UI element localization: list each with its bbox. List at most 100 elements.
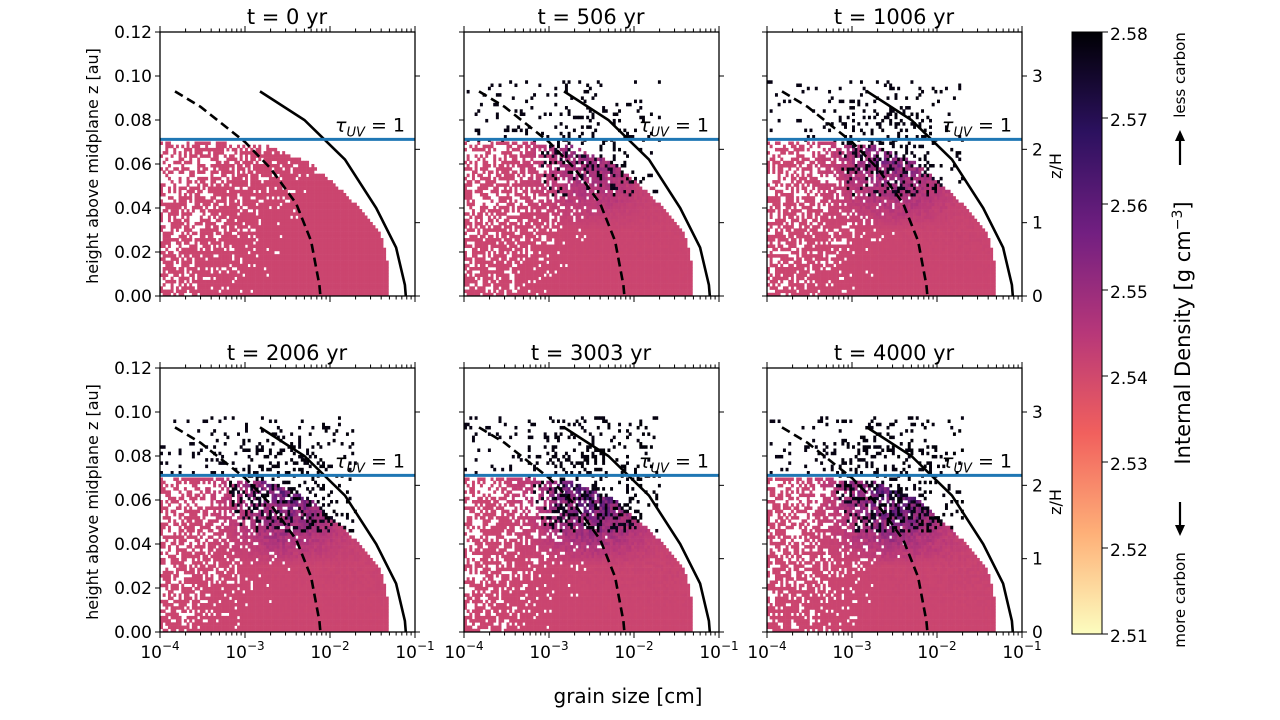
heatmap-cell [533, 170, 537, 174]
heatmap-cell [594, 180, 598, 184]
heatmap-cell [522, 228, 526, 232]
heatmap-cell [495, 244, 499, 249]
heatmap-cell [602, 270, 606, 274]
heatmap-cell [514, 109, 518, 113]
heatmap-cell [535, 160, 539, 165]
heatmap-cell [546, 154, 550, 158]
heatmap-cell [578, 257, 582, 261]
heatmap-cell [178, 254, 182, 258]
heatmap-cell [591, 183, 595, 187]
heatmap-cell [202, 270, 206, 274]
heatmap-cell [290, 221, 294, 226]
heatmap-cell [234, 205, 238, 210]
heatmap-cell [223, 170, 227, 174]
heatmap-cell [295, 189, 299, 194]
heatmap-cell [514, 273, 518, 277]
heatmap-cell [482, 234, 486, 239]
heatmap-cell [268, 209, 272, 213]
heatmap-cell [345, 257, 349, 261]
heatmap-cell [375, 254, 379, 258]
heatmap-cell [343, 231, 347, 236]
heatmap-cell [546, 225, 550, 229]
heatmap-cell [482, 254, 486, 258]
heatmap-cell [599, 186, 603, 191]
heatmap-cell [245, 260, 248, 265]
heatmap-cell [482, 205, 486, 210]
heatmap-cell [274, 170, 278, 174]
heatmap-cell [361, 276, 365, 281]
heatmap-cell [466, 192, 470, 197]
heatmap-cell [255, 292, 259, 296]
heatmap-cell [308, 286, 312, 290]
heatmap-cell [556, 244, 560, 249]
heatmap-cell [538, 286, 542, 290]
heatmap-cell [535, 173, 539, 178]
heatmap-cell [303, 176, 307, 181]
heatmap-cell [556, 176, 560, 181]
heatmap-cell [175, 160, 179, 165]
heatmap-cell [530, 212, 534, 216]
heatmap-cell [578, 215, 582, 220]
heatmap-cell [477, 238, 481, 242]
heatmap-cell [538, 205, 542, 210]
heatmap-cell [559, 202, 563, 207]
heatmap-cell [596, 173, 600, 178]
heatmap-cell [519, 286, 523, 290]
heatmap-cell [506, 147, 510, 152]
heatmap-cell [570, 183, 574, 187]
heatmap-cell [284, 202, 288, 207]
heatmap-cell [602, 183, 606, 187]
heatmap-cell [482, 270, 486, 274]
heatmap-cell [525, 234, 529, 239]
heatmap-cell [295, 231, 299, 236]
heatmap-cell [506, 247, 510, 252]
heatmap-cell [602, 267, 606, 271]
heatmap-cell [330, 202, 333, 207]
heatmap-cell [167, 141, 171, 145]
heatmap-cell [282, 263, 286, 268]
heatmap-cell [559, 254, 563, 258]
heatmap-cell [594, 247, 598, 252]
heatmap-cell [559, 221, 563, 226]
heatmap-cell [258, 279, 262, 284]
heatmap-cell [197, 257, 201, 261]
heatmap-cell [279, 154, 283, 158]
heatmap-cell [255, 267, 259, 271]
heatmap-cell [282, 292, 286, 296]
heatmap-cell [588, 286, 592, 290]
heatmap-cell [239, 151, 243, 155]
heatmap-cell [327, 192, 331, 197]
heatmap-cell [572, 228, 576, 232]
heatmap-cell [588, 260, 592, 265]
heatmap-cell [247, 273, 251, 277]
heatmap-cell [314, 183, 318, 187]
heatmap-cell [490, 199, 494, 203]
heatmap-cell [364, 225, 368, 229]
heatmap-cell [178, 192, 182, 197]
heatmap-cell [511, 241, 515, 245]
heatmap-cell [501, 183, 505, 187]
heatmap-cell [546, 189, 550, 194]
heatmap-cell [607, 238, 611, 242]
heatmap-cell [271, 241, 275, 245]
heatmap-cell [580, 176, 584, 181]
heatmap-cell [570, 170, 574, 174]
heatmap-cell [239, 180, 243, 184]
heatmap-cell [578, 270, 582, 274]
heatmap-cell [332, 225, 336, 229]
heatmap-cell [186, 180, 190, 184]
heatmap-cell [570, 215, 574, 220]
heatmap-cell [503, 151, 507, 155]
heatmap-cell [165, 209, 169, 213]
heatmap-cell [519, 228, 523, 232]
heatmap-cell [602, 250, 606, 255]
heatmap-cell [295, 292, 299, 296]
heatmap-cell [533, 144, 537, 149]
heatmap-cell [268, 196, 272, 200]
heatmap-cell [482, 144, 486, 149]
heatmap-cell [223, 263, 227, 268]
heatmap-cell [308, 218, 312, 223]
heatmap-cell [279, 270, 283, 274]
heatmap-cell [596, 279, 600, 284]
heatmap-cell [276, 267, 280, 271]
